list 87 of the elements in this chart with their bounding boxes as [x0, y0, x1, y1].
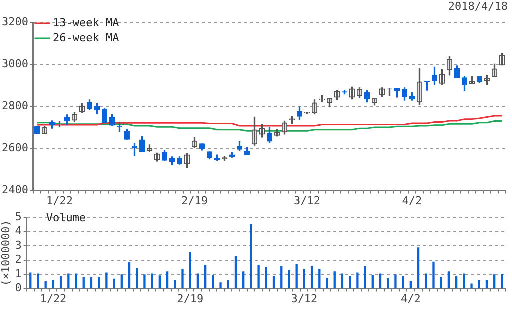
x-tick-label: 2/19 — [181, 194, 208, 208]
bar — [98, 277, 100, 289]
x-tick-label: 1/22 — [40, 292, 67, 306]
bar — [356, 272, 359, 289]
bar — [326, 278, 328, 289]
x-tick-label: 1/22 — [46, 194, 73, 208]
bar — [372, 274, 374, 289]
bar — [106, 272, 108, 289]
bar — [288, 270, 290, 289]
x-tick-label: 3/12 — [294, 194, 320, 208]
bar — [82, 277, 85, 289]
bar — [234, 256, 238, 289]
bar — [334, 272, 336, 289]
bar — [212, 274, 214, 289]
bar — [189, 252, 192, 289]
bar — [296, 264, 298, 289]
bar — [417, 248, 420, 289]
bar — [455, 276, 458, 289]
y-tick-label: 2600 — [2, 142, 28, 155]
y-tick-label: 3200 — [2, 15, 28, 28]
x-tick-label: 3/12 — [291, 292, 318, 306]
bar — [158, 276, 162, 289]
bar — [410, 281, 412, 289]
y-tick-label: 5 — [15, 210, 22, 224]
bar — [258, 265, 260, 289]
bar — [113, 278, 116, 289]
legend-label: 13-week MA — [52, 16, 120, 30]
bar — [470, 284, 473, 289]
bar — [318, 269, 321, 289]
bar — [204, 265, 207, 289]
bar — [348, 276, 352, 289]
bar — [120, 274, 123, 289]
y-tick-label: 4 — [15, 224, 22, 238]
bar — [402, 276, 404, 289]
bar — [30, 272, 32, 289]
y-tick-label: 2400 — [2, 184, 28, 197]
y-tick-label: 1 — [15, 267, 22, 280]
bar — [75, 274, 78, 289]
bar — [379, 274, 382, 289]
bar — [37, 274, 40, 289]
bar — [448, 272, 450, 289]
bar — [60, 276, 62, 289]
bar — [387, 278, 390, 289]
bar — [425, 274, 428, 289]
bar — [151, 274, 154, 289]
bar — [136, 268, 138, 289]
bar — [174, 280, 176, 289]
bar — [303, 269, 306, 289]
bar — [220, 282, 222, 289]
bar — [44, 281, 47, 289]
bar — [463, 274, 466, 289]
y-axis-title: (×1000000) — [0, 220, 12, 286]
y-tick-label: 2800 — [2, 100, 28, 113]
y-tick-label: 0 — [15, 282, 22, 295]
bar — [128, 262, 131, 289]
x-tick-label: 4/2 — [402, 194, 422, 208]
x-tick-label: 2/19 — [177, 292, 204, 306]
bar — [166, 272, 169, 289]
bar — [486, 280, 488, 289]
bar — [227, 280, 230, 289]
bar — [196, 274, 200, 289]
bar — [501, 274, 504, 289]
bar — [68, 274, 70, 289]
bar — [364, 266, 366, 289]
bar — [478, 280, 480, 289]
bar — [432, 262, 435, 289]
bar — [90, 277, 93, 289]
y-tick-label: 3000 — [2, 58, 28, 71]
text: Volume — [46, 211, 86, 224]
bar — [52, 280, 55, 289]
bar — [265, 267, 268, 289]
bar — [182, 269, 184, 289]
y-tick-label: 2 — [15, 253, 22, 266]
y-tick-label: 3 — [15, 238, 22, 252]
bar — [242, 272, 245, 289]
bar — [494, 274, 496, 289]
legend-label: 26-week MA — [52, 31, 120, 44]
bar — [144, 274, 146, 289]
bar — [440, 277, 442, 289]
x-tick-label: 4/2 — [400, 292, 421, 306]
bar — [310, 266, 314, 289]
bar — [272, 276, 276, 289]
bar — [250, 224, 252, 289]
chart-subtitle: 2018/4/18 — [448, 0, 508, 13]
bar — [341, 274, 344, 289]
bar — [394, 274, 397, 289]
bar — [280, 266, 283, 289]
